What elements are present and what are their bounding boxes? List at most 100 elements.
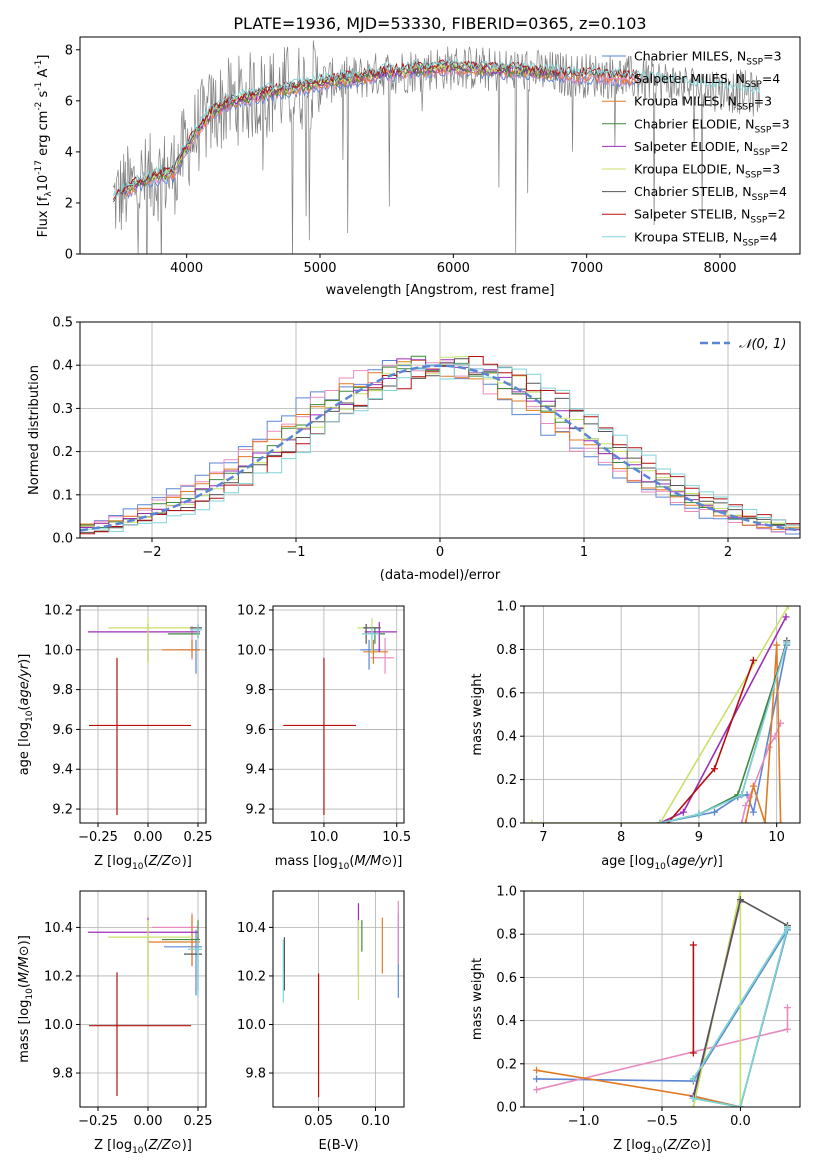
series-marker: [689, 1103, 697, 1107]
y-tick-label: 0.4: [496, 1014, 517, 1029]
x-tick-label: 0.0: [730, 1114, 751, 1129]
y-tick-label: 6: [65, 94, 73, 109]
y-tick-label: 8: [65, 43, 73, 58]
point-kroupa-elodie: [108, 617, 200, 664]
y-tick-label: 9.6: [52, 723, 73, 738]
point-chabrier-miles: [192, 639, 200, 674]
plot-area: [80, 355, 800, 535]
y-tick-label: 0.4: [496, 730, 517, 745]
series-marker: [736, 896, 744, 904]
plot-area: [88, 912, 202, 1097]
series-kroupa-stelib: [689, 924, 791, 1107]
legend-entry: Salpeter STELIB, NSSP=2: [634, 207, 786, 226]
x-axis-label: Z [log10(Z/Z⊙)]: [94, 854, 192, 872]
axes-frame: [79, 605, 207, 824]
spectrum-model-salpeter-stelib: [112, 59, 641, 200]
plot-area: [282, 900, 399, 1098]
y-tick-label: 10.0: [237, 643, 266, 658]
y-tick-label: 0: [65, 248, 73, 263]
series-marker: [773, 641, 781, 649]
y-tick-label: 0.4: [52, 359, 73, 374]
y-tick-label: 4: [65, 145, 73, 160]
y-tick-label: 1.0: [496, 885, 517, 900]
y-tick-label: 10.4: [237, 921, 266, 936]
legend-entry: Chabrier MILES, NSSP=3: [634, 49, 782, 68]
series-line: [531, 606, 789, 823]
y-tick-label: 0.0: [496, 1101, 517, 1116]
legend-entry: Kroupa ELODIE, NSSP=3: [634, 162, 780, 181]
x-tick-label: 9: [695, 830, 703, 845]
plot-area: [112, 40, 761, 254]
y-tick-label: 0.2: [52, 445, 73, 460]
series-kroupa-miles: [742, 641, 785, 823]
x-tick-label: 0.10: [361, 1114, 390, 1129]
y-axis-label: age [log10(age/yr)]: [17, 654, 35, 776]
x-tick-label: 0.25: [184, 1114, 213, 1129]
series-marker: [742, 802, 750, 810]
legend-entry: Salpeter MILES, NSSP=4: [634, 71, 780, 90]
point-salpeter-elodie: [364, 621, 397, 652]
series-marker: [710, 765, 718, 773]
panel-weight-vs-age: 7 8 9 10 0.0 0.2 0.4 0.6 0.8 1.0 age [log10(age/yr…: [470, 600, 801, 872]
y-axis-label: mass weight: [470, 673, 485, 755]
legend-entry: Chabrier ELODIE, NSSP=3: [634, 116, 790, 135]
legend: Chabrier MILES, NSSP=3 Salpeter MILES, NS…: [602, 49, 790, 248]
x-axis-label: mass [log10(M/M⊙)]: [275, 854, 403, 872]
point-kroupa-stelib: [190, 623, 202, 638]
series-marker: [783, 924, 791, 932]
x-tick-label: 5000: [303, 261, 336, 276]
series-line: [659, 642, 788, 823]
y-tick-label: 0.6: [496, 686, 517, 701]
legend-entry: Kroupa MILES, NSSP=3: [634, 94, 772, 113]
series-line: [659, 644, 788, 823]
x-axis-label: Z [log10(Z/Z⊙)]: [613, 1138, 711, 1156]
y-tick-label: 0.0: [496, 817, 517, 832]
y-tick-label: 0.1: [52, 488, 73, 503]
series-salpeter-miles: [533, 1004, 791, 1094]
series-salpeter-stelib: [689, 941, 697, 1057]
series-marker: [736, 891, 744, 895]
y-tick-label: 10.2: [237, 969, 266, 984]
series-marker: [689, 1094, 697, 1102]
axes-frame: [79, 36, 801, 255]
y-tick-label: 10.2: [237, 603, 266, 618]
plot-area: [88, 617, 202, 816]
series-marker: [533, 1066, 541, 1074]
legend-entry: Kroupa STELIB, NSSP=4: [634, 229, 778, 248]
series-marker: [749, 656, 757, 664]
series-marker: [710, 808, 718, 816]
axes-frame: [79, 890, 207, 1108]
point-chabrier-miles: [164, 929, 202, 996]
y-tick-label: 0.2: [496, 773, 517, 788]
x-tick-label: −2: [142, 545, 161, 560]
y-tick-label: 0.0: [52, 532, 73, 547]
point-kroupa-stelib: [361, 627, 380, 650]
y-tick-label: 10.2: [44, 603, 73, 618]
axes-frame: [272, 890, 405, 1108]
y-tick-label: 9.8: [52, 1067, 73, 1082]
point-salpeter-elodie: [88, 623, 200, 662]
y-tick-label: 1.0: [496, 600, 517, 615]
x-tick-label: 10.5: [382, 830, 411, 845]
x-axis-label: (data-model)/error: [380, 568, 501, 583]
series-marker: [765, 743, 773, 751]
series-kroupa-stelib: [656, 639, 791, 823]
series-marker: [749, 808, 757, 816]
legend-entry: 𝒩(0, 1): [739, 337, 786, 352]
y-axis-label: Normed distribution: [27, 365, 42, 495]
y-tick-label: 0.2: [496, 1057, 517, 1072]
x-tick-label: −0.25: [78, 830, 118, 845]
x-tick-label: 8000: [703, 261, 736, 276]
point-salpeter-stelib: [89, 972, 191, 1097]
x-tick-label: 6000: [437, 261, 470, 276]
point-salpeter-stelib: [283, 657, 356, 816]
y-tick-label: 9.6: [245, 723, 266, 738]
x-tick-label: 7000: [570, 261, 603, 276]
y-tick-label: 10.2: [44, 969, 73, 984]
panel-age-vs-Z: −0.25 0.00 0.25 9.2 9.4 9.6 9.8 10.0 10.2 Z [log1…: [17, 603, 212, 872]
series-marker: [761, 819, 769, 823]
panel-spectrum: 4000 5000 6000 7000 8000 0 2 4 6 8 wavelength [Ang…: [34, 36, 801, 298]
y-axis-label: mass [log10(M/M⊙)]: [17, 935, 35, 1063]
series-marker: [784, 606, 792, 610]
point-chabrier-elodie: [367, 627, 386, 644]
